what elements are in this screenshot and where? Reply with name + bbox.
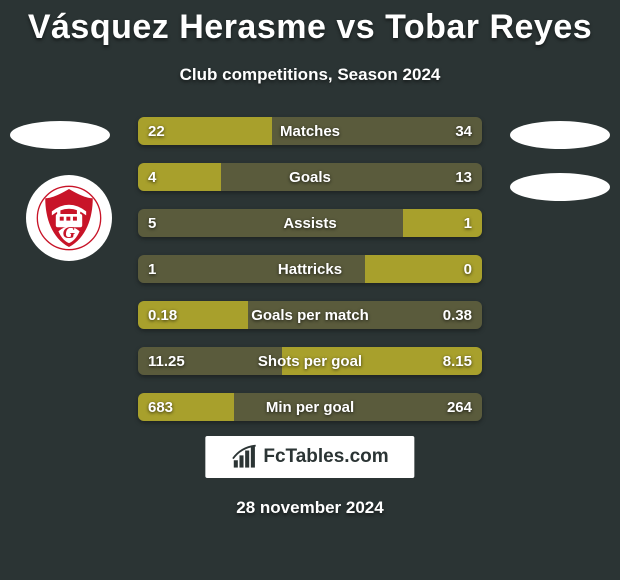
stat-bar-left-fill: [138, 209, 403, 237]
stat-bar-right-fill: [221, 163, 482, 191]
footer-date: 28 november 2024: [0, 498, 620, 518]
stat-bar: Matches2234: [138, 117, 482, 145]
stat-bar-left-fill: [138, 163, 221, 191]
stat-bar-right-fill: [282, 347, 482, 375]
stat-bar: Goals per match0.180.38: [138, 301, 482, 329]
player-right-badge-1: [510, 121, 610, 149]
stat-bar-right-fill: [272, 117, 482, 145]
stat-bar-right-fill: [248, 301, 482, 329]
stat-bar: Goals413: [138, 163, 482, 191]
player-left-badge-1: [10, 121, 110, 149]
stat-bar-right-fill: [365, 255, 482, 283]
stat-bar-left-fill: [138, 347, 282, 375]
stat-bar: Hattricks10: [138, 255, 482, 283]
player-left-club-crest: G: [26, 175, 112, 261]
player-right-badge-2: [510, 173, 610, 201]
stat-bar-left-fill: [138, 393, 234, 421]
brand-chart-icon: [231, 444, 257, 470]
stat-bar-left-fill: [138, 117, 272, 145]
svg-text:G: G: [63, 223, 76, 242]
stat-bar-right-fill: [403, 209, 482, 237]
page-title: Vásquez Herasme vs Tobar Reyes: [0, 0, 620, 47]
club-crest-icon: G: [36, 185, 102, 251]
brand-text: FcTables.com: [263, 446, 388, 468]
stat-bar: Shots per goal11.258.15: [138, 347, 482, 375]
stat-bars: Matches2234 Goals413 Assists51 Hattricks10 G…: [138, 117, 482, 439]
stat-bar: Min per goal683264: [138, 393, 482, 421]
stat-bar-left-fill: [138, 301, 248, 329]
subtitle: Club competitions, Season 2024: [0, 65, 620, 85]
stat-bar-left-fill: [138, 255, 365, 283]
stat-bar-right-fill: [234, 393, 482, 421]
brand-watermark: FcTables.com: [205, 436, 414, 478]
stat-bar: Assists51: [138, 209, 482, 237]
